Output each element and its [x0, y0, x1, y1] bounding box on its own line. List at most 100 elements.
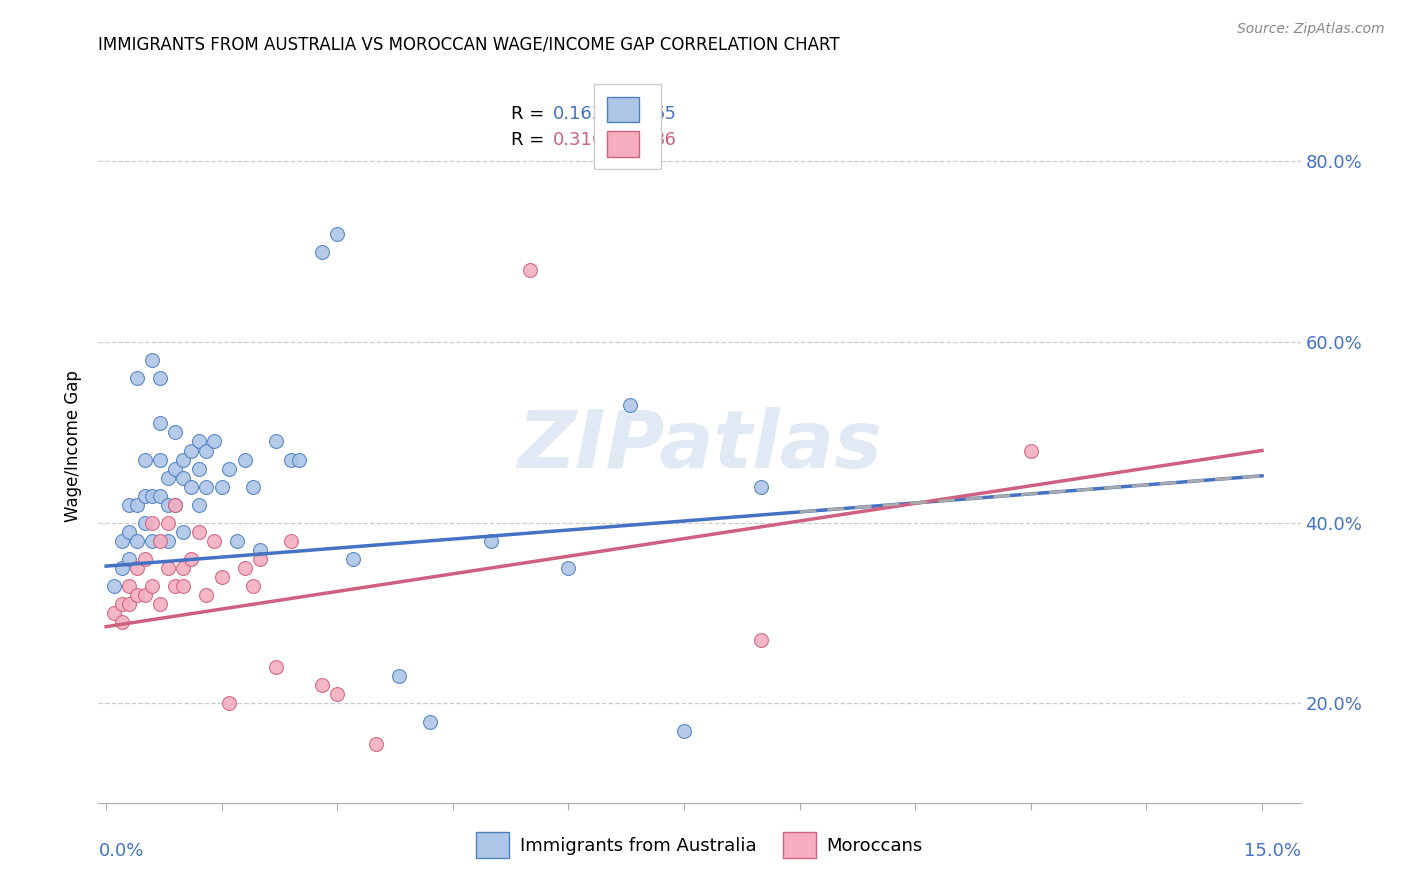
Point: [187, 434, 209, 449]
Point: [218, 461, 240, 475]
Point: [141, 579, 163, 593]
Point: [481, 533, 503, 548]
Point: [165, 425, 187, 440]
Point: [280, 533, 302, 548]
Point: [172, 561, 194, 575]
Text: N =: N =: [607, 130, 658, 149]
Text: 55: 55: [654, 105, 676, 123]
Point: [156, 533, 179, 548]
Point: [149, 452, 172, 467]
Point: [125, 588, 148, 602]
Point: [233, 561, 256, 575]
Point: [134, 516, 156, 530]
Point: [202, 434, 225, 449]
Point: [218, 697, 240, 711]
Point: [172, 524, 194, 539]
Point: [165, 498, 187, 512]
Point: [118, 498, 141, 512]
Point: [103, 606, 125, 620]
Point: [156, 516, 179, 530]
Point: [233, 452, 256, 467]
Point: [180, 552, 202, 566]
Point: [1019, 443, 1042, 458]
Point: [110, 561, 132, 575]
Point: [249, 542, 271, 557]
Point: [180, 443, 202, 458]
Point: [125, 498, 148, 512]
Point: [149, 597, 172, 611]
Point: [187, 461, 209, 475]
Point: [134, 552, 156, 566]
Point: [110, 597, 132, 611]
Point: [118, 524, 141, 539]
Point: [165, 498, 187, 512]
Text: 15.0%: 15.0%: [1243, 842, 1301, 860]
Point: [280, 452, 302, 467]
Point: [156, 561, 179, 575]
Point: [211, 480, 233, 494]
Text: ZIPatlas: ZIPatlas: [517, 407, 882, 485]
Point: [364, 737, 387, 751]
Text: 36: 36: [654, 130, 676, 149]
Text: 0.163: 0.163: [553, 105, 605, 123]
Point: [342, 552, 364, 566]
Point: [165, 461, 187, 475]
Point: [557, 561, 579, 575]
Point: [141, 516, 163, 530]
Point: [134, 489, 156, 503]
Point: [195, 480, 218, 494]
Point: [326, 687, 349, 701]
Point: [211, 570, 233, 584]
Point: [134, 452, 156, 467]
Point: [110, 533, 132, 548]
Point: [134, 588, 156, 602]
Point: [149, 489, 172, 503]
Point: [149, 533, 172, 548]
Point: [125, 533, 148, 548]
Point: [172, 452, 194, 467]
Point: [118, 552, 141, 566]
Point: [673, 723, 696, 738]
Point: [172, 470, 194, 484]
Point: [242, 579, 264, 593]
Text: 0.0%: 0.0%: [98, 842, 143, 860]
Point: [288, 452, 311, 467]
Point: [103, 579, 125, 593]
Point: [165, 579, 187, 593]
Point: [226, 533, 249, 548]
Point: [149, 417, 172, 431]
Point: [264, 660, 287, 674]
Point: [110, 615, 132, 629]
Point: [118, 597, 141, 611]
Point: [156, 470, 179, 484]
Point: [118, 579, 141, 593]
Point: [326, 227, 349, 241]
Text: N =: N =: [607, 105, 658, 123]
Point: [749, 633, 772, 648]
Point: [249, 552, 271, 566]
Y-axis label: Wage/Income Gap: Wage/Income Gap: [65, 370, 83, 522]
Point: [311, 678, 333, 692]
Text: IMMIGRANTS FROM AUSTRALIA VS MOROCCAN WAGE/INCOME GAP CORRELATION CHART: IMMIGRANTS FROM AUSTRALIA VS MOROCCAN WA…: [98, 36, 839, 54]
Point: [619, 398, 641, 412]
Text: R =: R =: [510, 105, 550, 123]
Point: [388, 669, 411, 683]
Point: [141, 489, 163, 503]
Point: [187, 498, 209, 512]
Point: [141, 353, 163, 368]
Legend: Immigrants from Australia, Moroccans: Immigrants from Australia, Moroccans: [470, 825, 929, 865]
Point: [749, 480, 772, 494]
Point: [172, 579, 194, 593]
Point: [195, 443, 218, 458]
Point: [141, 533, 163, 548]
Text: Source: ZipAtlas.com: Source: ZipAtlas.com: [1237, 22, 1385, 37]
Point: [195, 588, 218, 602]
Point: [187, 524, 209, 539]
Point: [419, 714, 441, 729]
Point: [311, 244, 333, 259]
Point: [149, 371, 172, 385]
Point: [242, 480, 264, 494]
Point: [125, 561, 148, 575]
Point: [519, 263, 541, 277]
Point: [202, 533, 225, 548]
